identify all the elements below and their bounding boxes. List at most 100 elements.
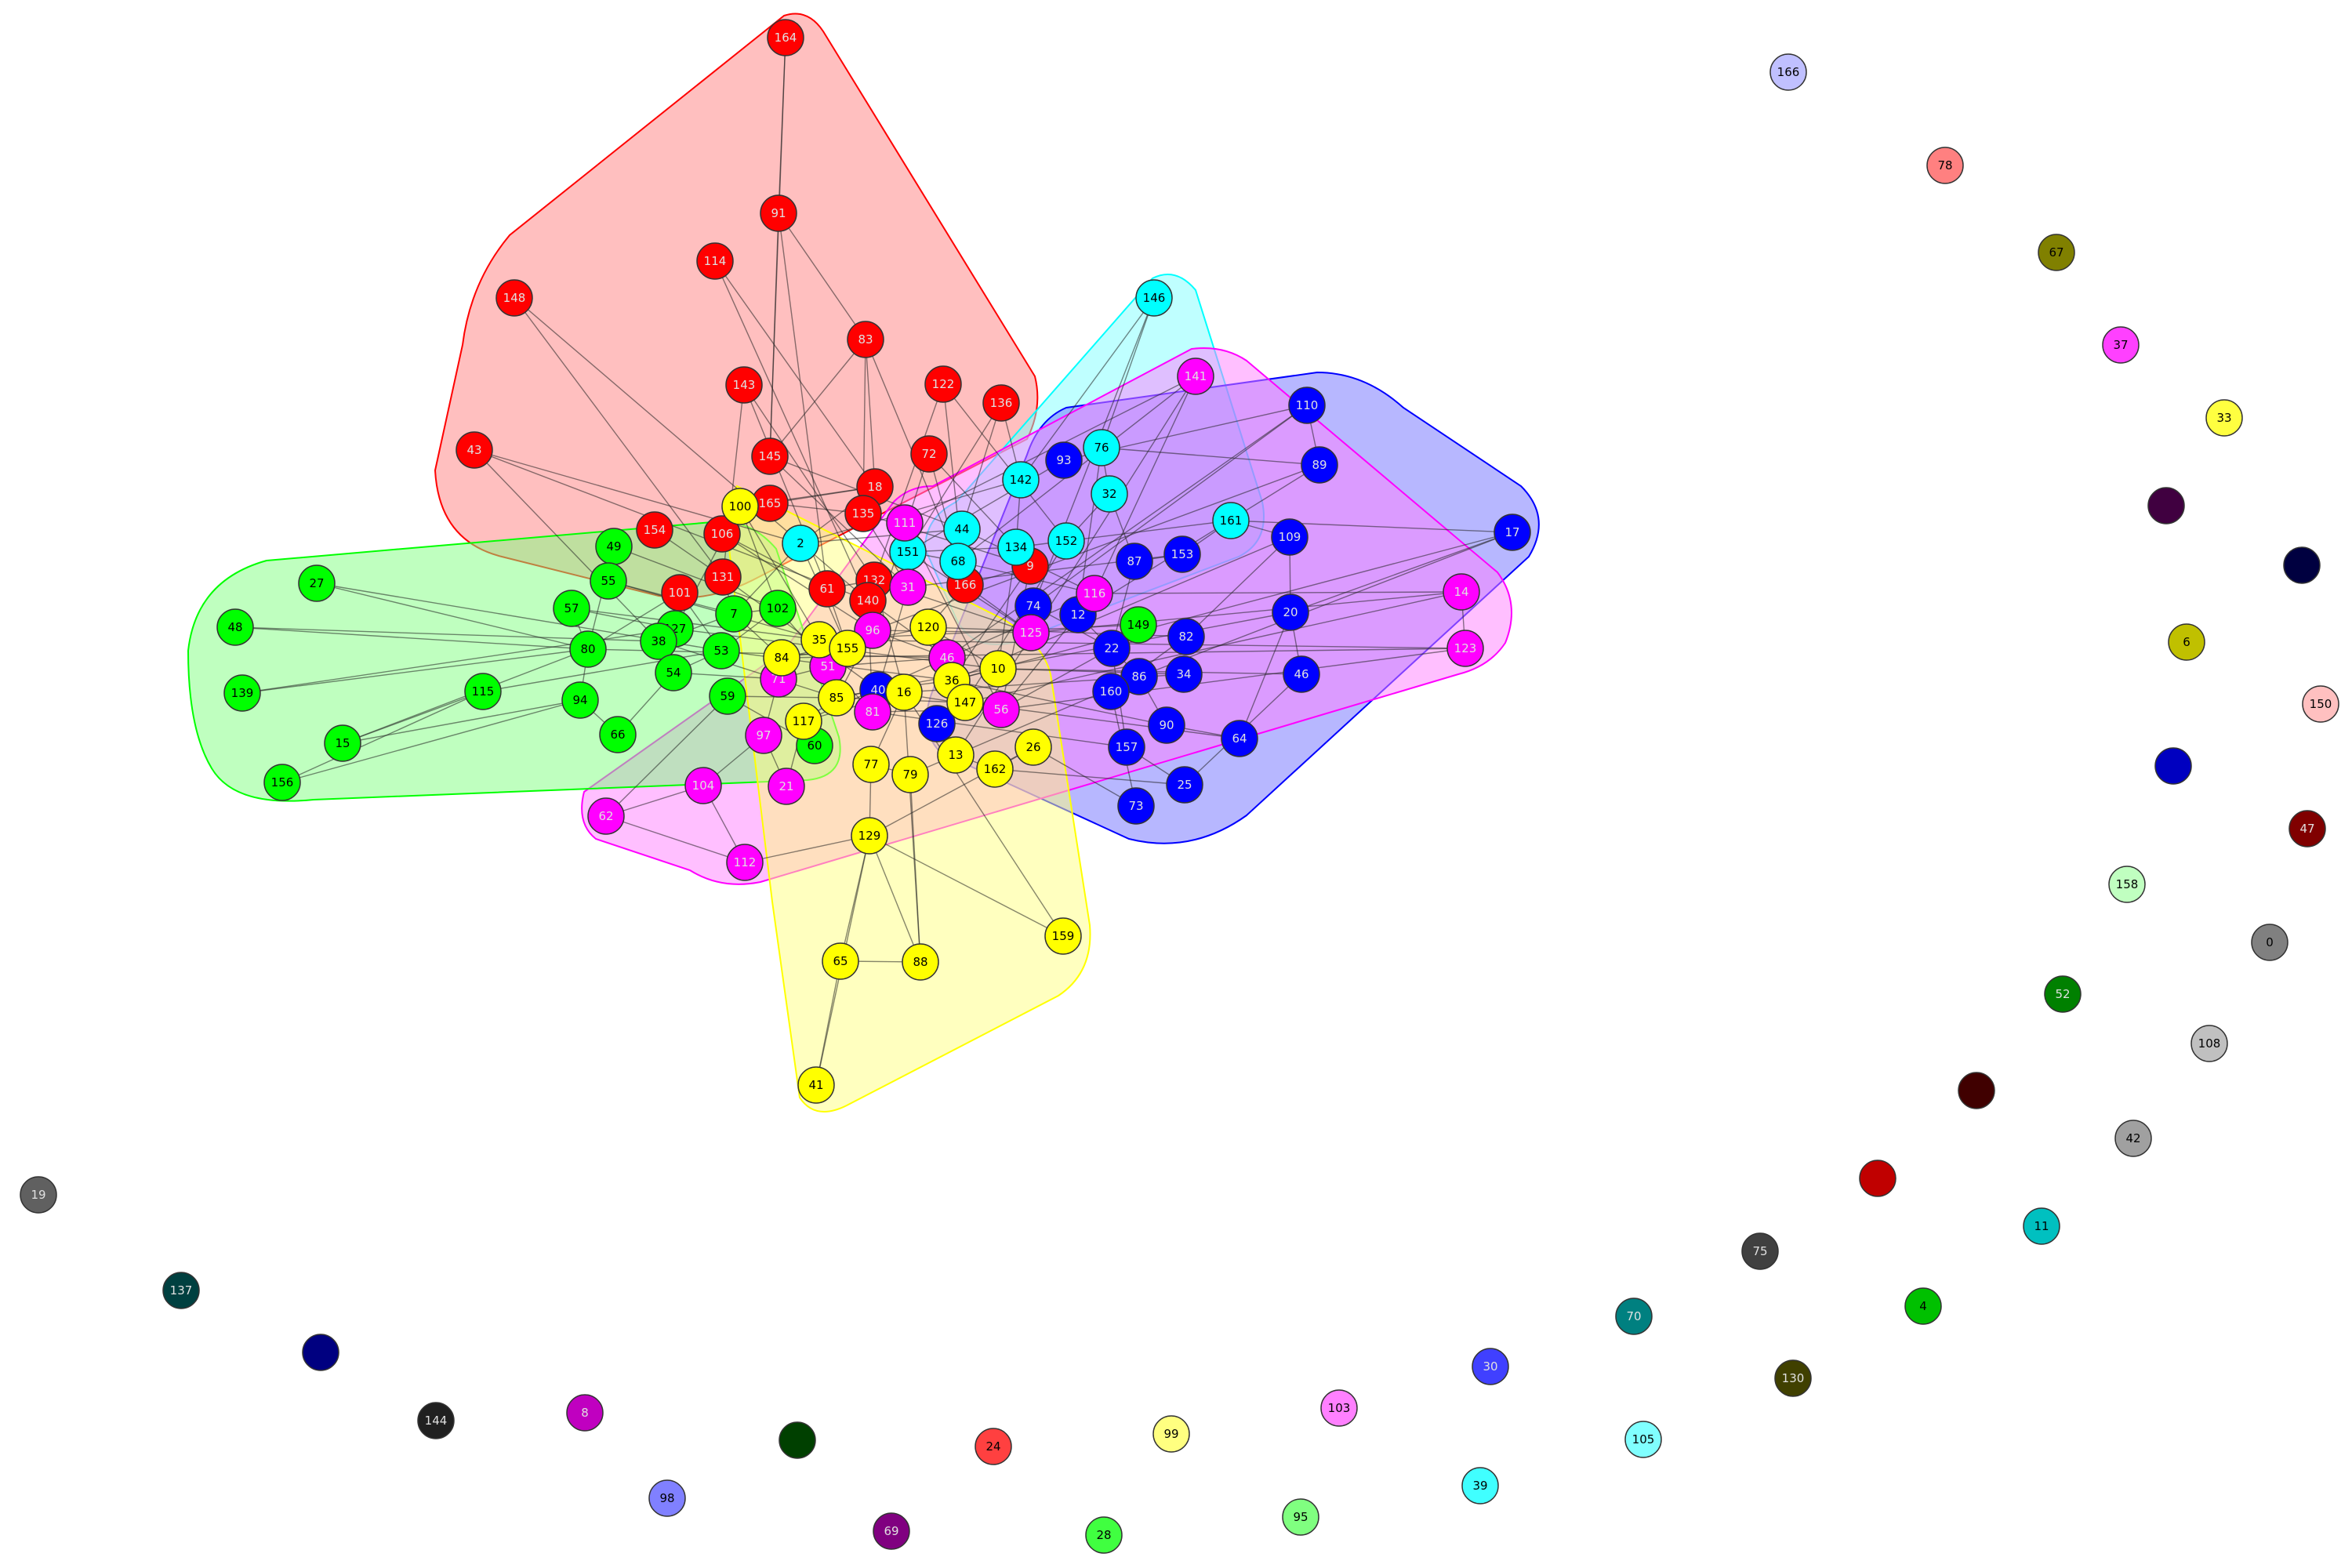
graph-node: 52: [2044, 975, 2082, 1013]
node-circle: [808, 570, 846, 608]
node-label: 117: [793, 714, 815, 728]
node-circle: [818, 679, 855, 717]
graph-edge: [658, 641, 837, 699]
node-label: 16: [896, 685, 911, 699]
node-label: 122: [932, 377, 955, 391]
node-label: 139: [231, 686, 254, 700]
node-circle: [2302, 685, 2339, 723]
node-label: 72: [921, 447, 936, 461]
graph-edge: [571, 608, 820, 641]
node-circle: [709, 677, 746, 715]
graph-edge: [872, 711, 1127, 748]
graph-edge: [605, 695, 728, 817]
graph-node: 46: [1283, 655, 1320, 693]
node-label: 37: [2113, 338, 2128, 352]
node-circle: [1624, 1421, 1662, 1458]
node-circle: [1177, 358, 1214, 395]
node-circle: [1012, 614, 1050, 652]
graph-edge: [865, 339, 876, 488]
graph-node: 150: [2302, 685, 2339, 723]
graph-node: [302, 1334, 339, 1371]
graph-node: 56: [982, 691, 1020, 728]
graph-node: 109: [1271, 518, 1308, 556]
graph-node: 125: [1012, 614, 1050, 652]
graph-node: 24: [975, 1428, 1012, 1465]
graph-node: 102: [759, 590, 797, 627]
graph-node: 62: [587, 797, 625, 835]
node-circle: [1461, 1467, 1499, 1504]
graph-node: 21: [768, 768, 805, 805]
graph-edge: [872, 464, 1320, 631]
node-circle: [1443, 573, 1480, 611]
node-label: 25: [1177, 778, 1192, 792]
graph-node: 80: [569, 630, 607, 668]
graph-node: 99: [1152, 1415, 1190, 1453]
graph-node: 160: [1092, 673, 1130, 710]
node-circle: [1108, 728, 1145, 766]
node-label: 78: [1937, 158, 1952, 172]
node-circle: [1926, 147, 1964, 184]
node-label: 91: [771, 206, 786, 220]
node-label: 57: [564, 601, 579, 615]
graph-node: 26: [1014, 728, 1052, 766]
graph-node: 152: [1047, 522, 1085, 560]
node-circle: [721, 488, 759, 525]
node-label: 61: [819, 582, 834, 596]
node-circle: [854, 693, 891, 731]
graph-node: 72: [910, 435, 948, 473]
community-hulls: [187, 13, 1540, 1112]
graph-node: 115: [464, 673, 502, 710]
node-circle: [1135, 279, 1173, 317]
graph-node: 157: [1108, 728, 1145, 766]
node-label: 7: [730, 607, 738, 621]
node-circle: [298, 564, 336, 602]
graph-node: 33: [2205, 399, 2243, 437]
node-circle: [495, 279, 533, 317]
node-label: 44: [954, 522, 969, 536]
graph-edge: [721, 533, 873, 631]
node-label: 131: [712, 570, 735, 584]
node-label: 102: [767, 601, 789, 615]
node-label: 152: [1055, 534, 1078, 548]
node-circle: [302, 1334, 339, 1371]
graph-edge: [964, 591, 1462, 703]
node-label: 130: [1782, 1371, 1805, 1385]
node-label: 36: [944, 673, 959, 688]
node-label: 97: [756, 728, 771, 742]
graph-edge: [769, 339, 866, 457]
graph-edge: [907, 402, 1002, 553]
node-label: 8: [581, 1406, 589, 1420]
graph-node: 101: [661, 574, 699, 612]
node-circle: [1301, 446, 1338, 484]
graph-node: 137: [162, 1272, 200, 1309]
node-circle: [590, 562, 627, 600]
node-label: 62: [598, 809, 613, 823]
graph-node: 123: [1446, 630, 1484, 667]
node-circle: [745, 717, 782, 754]
node-label: 112: [734, 855, 757, 869]
node-label: 145: [759, 449, 782, 463]
graph-node: 112: [726, 844, 764, 881]
graph-node: 159: [1044, 917, 1082, 955]
node-circle: [2251, 924, 2288, 961]
graph-edge: [1101, 297, 1155, 448]
node-circle: [886, 504, 924, 542]
node-label: 39: [1472, 1479, 1487, 1493]
graph-edge: [1077, 464, 1320, 615]
graph-node: 32: [1091, 475, 1128, 513]
node-circle: [2044, 975, 2082, 1013]
node-label: 98: [659, 1491, 674, 1505]
node-label: 15: [335, 736, 350, 750]
node-label: 79: [902, 768, 917, 782]
node-circle: [684, 767, 722, 804]
graph-node: 81: [854, 693, 891, 731]
node-circle: [702, 632, 740, 670]
node-circle: [1116, 543, 1153, 580]
node-label: 114: [704, 254, 727, 268]
graph-edge: [869, 835, 1064, 937]
graph-edge: [778, 212, 828, 590]
graph-edge: [778, 212, 866, 340]
graph-node: [2283, 546, 2321, 584]
node-circle: [1282, 1498, 1319, 1536]
